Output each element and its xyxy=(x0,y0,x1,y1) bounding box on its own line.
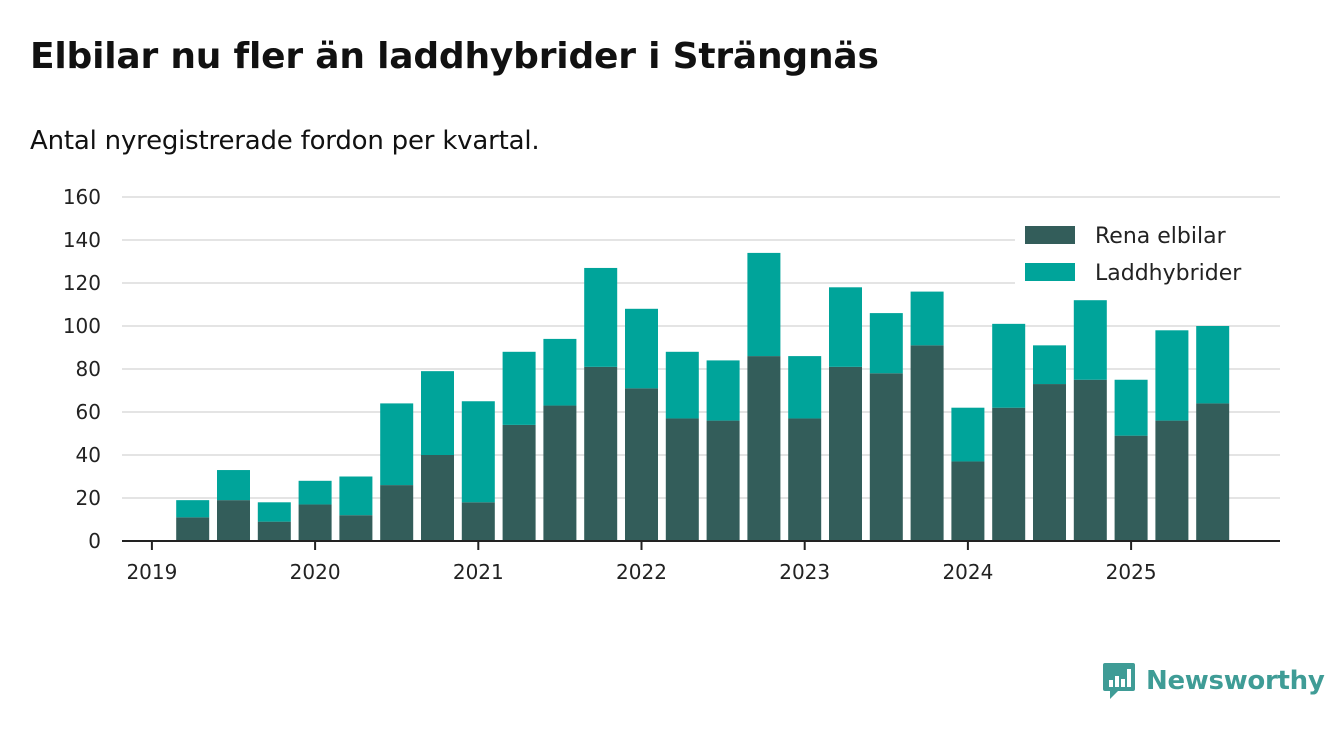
x-tick-label: 2024 xyxy=(942,560,993,584)
bar-rena-elbilar xyxy=(788,418,822,541)
bar-laddhybrider xyxy=(257,502,291,522)
bar-laddhybrider xyxy=(665,351,699,419)
y-tick-label: 60 xyxy=(76,400,101,424)
x-tick-label: 2019 xyxy=(126,560,177,584)
bar-laddhybrider xyxy=(421,371,454,455)
chart-title: Elbilar nu fler än laddhybrider i Sträng… xyxy=(30,36,879,77)
bar-rena-elbilar xyxy=(421,455,454,541)
brand: Newsworthy xyxy=(1102,662,1325,700)
bar-laddhybrider xyxy=(992,323,1026,408)
bar-laddhybrider xyxy=(625,308,658,389)
bar-rena-elbilar xyxy=(992,407,1026,541)
legend-swatch xyxy=(1025,263,1075,281)
bar-laddhybrider xyxy=(1073,300,1107,380)
y-tick-label: 120 xyxy=(63,271,101,295)
legend-swatch xyxy=(1025,226,1075,244)
bar-rena-elbilar xyxy=(461,502,495,541)
bar-laddhybrider xyxy=(1033,345,1066,385)
bar-series xyxy=(176,252,1230,541)
bar-rena-elbilar xyxy=(298,504,332,541)
bar-rena-elbilar xyxy=(339,515,373,541)
brand-name: Newsworthy xyxy=(1146,666,1325,696)
bar-rena-elbilar xyxy=(1033,384,1066,541)
newsworthy-logo-icon xyxy=(1103,663,1135,699)
bar-rena-elbilar xyxy=(625,388,658,541)
bar-laddhybrider xyxy=(788,356,822,419)
bar-laddhybrider xyxy=(176,500,210,518)
bar-rena-elbilar xyxy=(869,373,903,541)
legend-label: Laddhybrider xyxy=(1095,261,1242,286)
legend: Rena elbilar Laddhybrider xyxy=(1015,214,1280,292)
y-tick-label: 20 xyxy=(76,486,101,510)
bar-laddhybrider xyxy=(829,287,862,367)
bar-laddhybrider xyxy=(298,480,332,505)
bar-laddhybrider xyxy=(910,291,944,346)
bar-laddhybrider xyxy=(461,401,495,503)
bar-rena-elbilar xyxy=(1155,420,1189,541)
x-tick-label: 2025 xyxy=(1106,560,1157,584)
x-tick-label: 2021 xyxy=(453,560,504,584)
x-tick-label: 2023 xyxy=(779,560,830,584)
x-tick-label: 2020 xyxy=(290,560,341,584)
x-tick-label: 2022 xyxy=(616,560,667,584)
bar-rena-elbilar xyxy=(910,345,944,541)
bar-laddhybrider xyxy=(1155,330,1189,421)
bar-rena-elbilar xyxy=(543,405,577,541)
bar-laddhybrider xyxy=(1114,379,1148,436)
y-tick-label: 140 xyxy=(63,228,101,252)
bar-rena-elbilar xyxy=(951,461,985,541)
chart-subtitle: Antal nyregistrerade fordon per kvartal. xyxy=(30,126,540,156)
bar-laddhybrider xyxy=(951,407,985,462)
bar-laddhybrider xyxy=(502,351,536,425)
bar-laddhybrider xyxy=(217,470,250,501)
bar-laddhybrider xyxy=(584,267,618,367)
bar-rena-elbilar xyxy=(257,521,291,541)
bar-rena-elbilar xyxy=(584,366,618,541)
bar-rena-elbilar xyxy=(829,366,862,541)
x-axis: 2019 2020 2021 2022 2023 2024 2025 xyxy=(122,540,1280,584)
y-tick-label: 80 xyxy=(76,357,101,381)
bar-rena-elbilar xyxy=(502,424,536,541)
bar-rena-elbilar xyxy=(176,517,210,541)
bar-laddhybrider xyxy=(747,252,781,357)
bar-laddhybrider xyxy=(1196,326,1230,404)
y-tick-label: 160 xyxy=(63,185,101,209)
bar-rena-elbilar xyxy=(380,485,414,541)
bar-rena-elbilar xyxy=(1073,379,1107,541)
bar-rena-elbilar xyxy=(1196,403,1230,541)
legend-label: Rena elbilar xyxy=(1095,224,1227,249)
y-tick-label: 100 xyxy=(63,314,101,338)
bar-laddhybrider xyxy=(543,338,577,406)
y-axis-ticks: 0 20 40 60 80 100 120 140 160 xyxy=(63,185,101,553)
bar-laddhybrider xyxy=(869,313,903,374)
bar-rena-elbilar xyxy=(665,418,699,541)
bar-rena-elbilar xyxy=(706,420,740,541)
y-tick-label: 40 xyxy=(76,443,101,467)
y-tick-label: 0 xyxy=(88,529,101,553)
bar-rena-elbilar xyxy=(1114,435,1148,541)
bar-laddhybrider xyxy=(339,476,373,516)
bar-rena-elbilar xyxy=(217,500,250,541)
bar-laddhybrider xyxy=(706,360,740,421)
bar-laddhybrider xyxy=(380,403,414,486)
bar-rena-elbilar xyxy=(747,356,781,541)
